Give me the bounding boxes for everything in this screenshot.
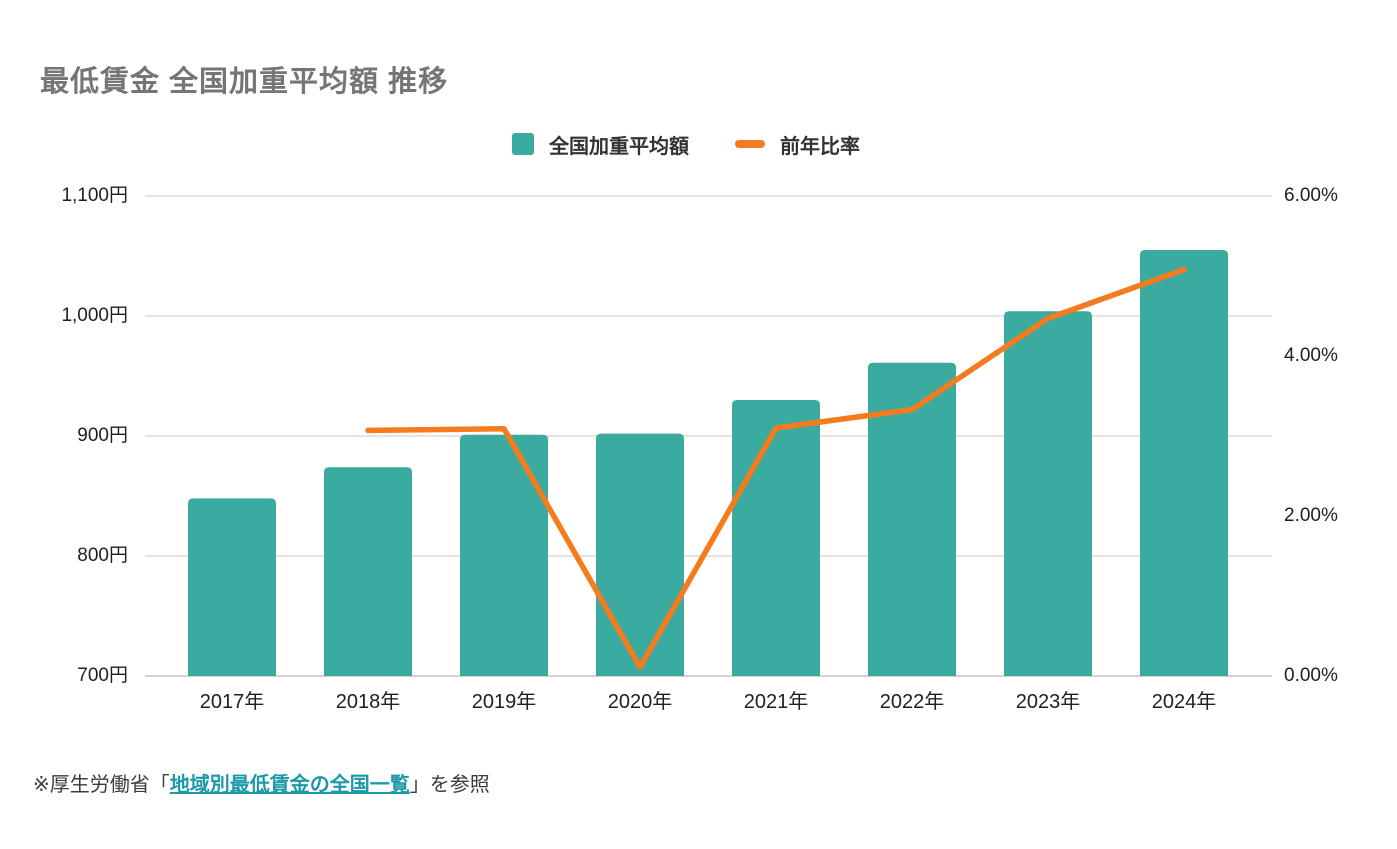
yoy-rate-line	[365, 266, 1187, 670]
legend-label-weighted-average: 全国加重平均額	[549, 135, 689, 158]
left-axis-tick: 700円	[77, 665, 128, 686]
right-axis-tick: 6.00%	[1284, 185, 1338, 206]
right-axis-tick: 0.00%	[1284, 665, 1338, 686]
bar-series-swatch-icon	[512, 133, 534, 155]
source-note: ※厚生労働省「地域別最低賃金の全国一覧」を参照	[33, 768, 490, 797]
x-axis-label: 2022年	[879, 691, 945, 713]
bar-2018年	[324, 467, 412, 676]
bar-2021年	[732, 400, 820, 676]
legend: 全国加重平均額 前年比率	[512, 130, 860, 159]
source-link[interactable]: 地域別最低賃金の全国一覧	[169, 774, 410, 796]
bar-2024年	[1140, 250, 1228, 676]
right-axis-tick: 4.00%	[1284, 345, 1338, 366]
left-axis-tick: 1,100円	[61, 185, 128, 206]
x-axis-label: 2023年	[1015, 691, 1081, 713]
right-axis-tick: 2.00%	[1284, 505, 1338, 526]
bar-2020年	[596, 433, 684, 676]
bar-2017年	[188, 498, 276, 676]
x-axis-label: 2021年	[743, 691, 809, 713]
legend-item-yoy-rate: 前年比率	[735, 130, 860, 159]
left-axis-tick: 1,000円	[61, 305, 128, 326]
legend-item-weighted-average: 全国加重平均額	[512, 130, 689, 159]
chart-title: 最低賃金 全国加重平均額 推移	[40, 66, 449, 98]
x-axis-label: 2024年	[1151, 691, 1217, 713]
x-axis-label: 2020年	[607, 691, 673, 713]
bar-2022年	[868, 362, 956, 676]
left-axis-tick: 800円	[77, 545, 128, 566]
left-axis-tick: 900円	[77, 425, 128, 446]
line-series-swatch-icon	[735, 140, 765, 148]
source-note-suffix: 」を参照	[409, 774, 490, 796]
x-axis-label: 2019年	[471, 691, 537, 713]
bar-2019年	[460, 434, 548, 676]
legend-label-yoy-rate: 前年比率	[780, 135, 860, 158]
source-note-prefix: ※厚生労働省「	[33, 774, 170, 796]
bar-2023年	[1004, 311, 1092, 676]
x-axis-label: 2018年	[335, 691, 401, 713]
x-axis-label: 2017年	[199, 691, 265, 713]
